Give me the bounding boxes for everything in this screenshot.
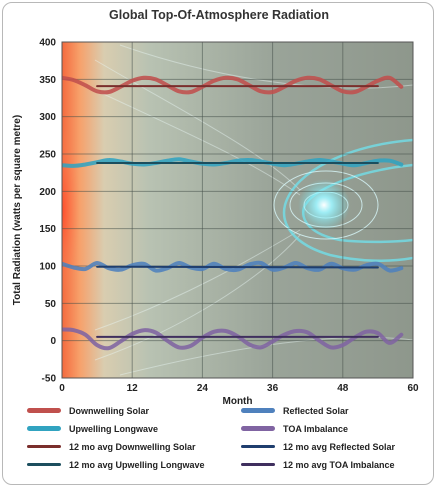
y-tick-label: 400 (39, 38, 56, 49)
x-tick-label: 12 (127, 383, 139, 394)
legend-swatch (27, 445, 61, 448)
x-tick-label: 36 (267, 383, 279, 394)
legend-swatch (241, 426, 275, 431)
series-line-toa-imbalance (62, 327, 404, 351)
chart-title: Global Top-Of-Atmosphere Radiation (109, 8, 329, 22)
legend-swatch (27, 463, 61, 466)
y-tick-label: 100 (39, 262, 56, 273)
legend-label: TOA Imbalance (283, 424, 349, 434)
y-tick-label: 250 (39, 150, 56, 161)
plot-border (61, 41, 414, 379)
y-tick-label: 50 (45, 299, 57, 310)
legend-swatch (241, 463, 275, 466)
legend-swatch (241, 408, 275, 413)
y-tick-label: -50 (42, 374, 57, 385)
legend-label: Reflected Solar (283, 406, 349, 416)
legend-label: Upwelling Longwave (69, 424, 159, 434)
x-tick-label: 0 (59, 383, 65, 394)
legend-swatch (241, 445, 275, 448)
series-line-reflected-solar (62, 260, 404, 273)
y-axis-label: Total Radiation (watts per square metre) (12, 115, 23, 305)
y-tick-label: 0 (50, 336, 56, 347)
legend-swatch (27, 426, 61, 431)
y-tick-label: 200 (39, 187, 56, 198)
y-tick-label: 350 (39, 75, 56, 86)
series-line-downwelling-solar (62, 75, 404, 95)
legend-label: Downwelling Solar (69, 406, 150, 416)
x-axis-label: Month (223, 396, 253, 407)
series-line-12-mo-avg-reflected-solar (96, 265, 379, 269)
series-group (62, 75, 404, 351)
legend-label: 12 mo avg TOA Imbalance (283, 460, 395, 470)
plot-background (62, 42, 413, 378)
x-tick-label: 60 (407, 383, 419, 394)
legend-label: 12 mo avg Reflected Solar (283, 442, 396, 452)
y-tick-label: 300 (39, 112, 56, 123)
x-tick-label: 24 (197, 383, 209, 394)
x-tick-label: 48 (337, 383, 349, 394)
legend-swatch (27, 408, 61, 413)
legend-label: 12 mo avg Upwelling Longwave (69, 460, 205, 470)
legend-label: 12 mo avg Downwelling Solar (69, 442, 196, 452)
y-tick-label: 150 (39, 224, 56, 235)
